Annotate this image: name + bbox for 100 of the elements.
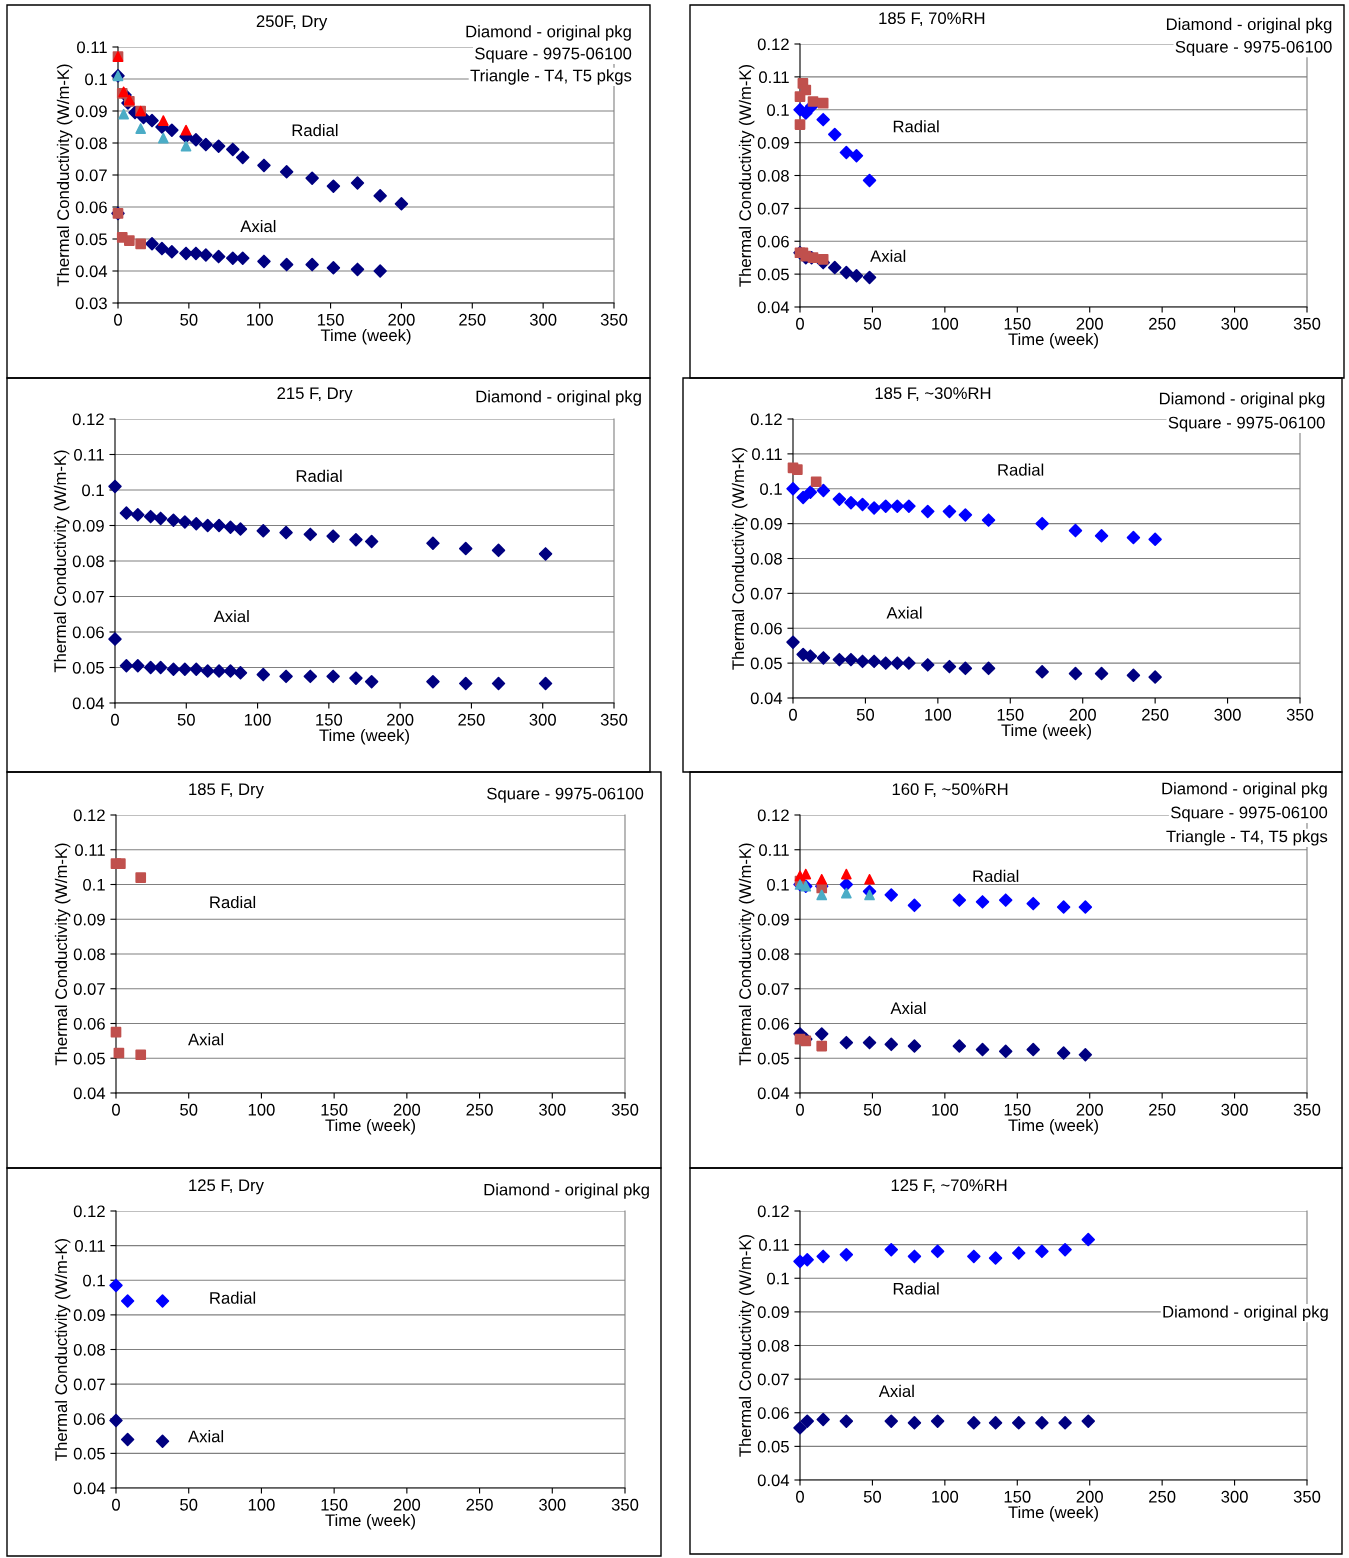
y-tick-label: 0.07 xyxy=(72,590,104,603)
y-tick-label: 0.04 xyxy=(757,1474,790,1487)
x-tick-label: 100 xyxy=(932,1490,959,1503)
x-tick-label: 50 xyxy=(180,313,198,326)
y-tick-label: 0.08 xyxy=(73,1343,105,1356)
x-tick-label: 200 xyxy=(1069,708,1096,721)
y-tick-label: 0.08 xyxy=(757,948,789,961)
x-tick-label: 250 xyxy=(1149,317,1176,330)
annotation: Axial xyxy=(213,610,249,623)
y-axis-title: Thermal Conductivity (W/m-K) xyxy=(738,843,755,1066)
chart-title: 160 F, ~50%RH xyxy=(892,783,1008,798)
text: Diamond - original pkg xyxy=(466,25,631,41)
x-tick-label: 100 xyxy=(248,1498,275,1511)
text: Square - 9975-06100 xyxy=(487,787,644,803)
x-axis-title: Time (week) xyxy=(325,1118,415,1135)
y-tick-label: 0.06 xyxy=(757,235,789,248)
annotation: Triangle - T4, T5 pkgs xyxy=(470,69,632,85)
y-tick-label: 0.04 xyxy=(73,1482,106,1495)
y-tick-label: 0.05 xyxy=(73,1052,105,1065)
annotation: Triangle - T4, T5 pkgs xyxy=(1166,830,1328,846)
y-tick-label: 0.04 xyxy=(757,1087,790,1100)
x-tick-label: 100 xyxy=(932,1103,959,1116)
x-tick-label: 100 xyxy=(244,713,271,726)
annotation: Diamond - original pkg xyxy=(1163,1305,1328,1321)
y-tick-label: 0.1 xyxy=(85,73,107,86)
y-tick-label: 0.07 xyxy=(757,202,789,215)
y-axis-title: Thermal Conductivity (W/m-K) xyxy=(738,1234,755,1457)
x-tick-label: 50 xyxy=(180,1103,198,1116)
y-tick-label: 0.12 xyxy=(757,809,789,822)
y-axis-title: Thermal Conductivity (W/m-K) xyxy=(54,843,71,1066)
annotation: Radial xyxy=(292,123,338,137)
y-tick-label: 0.04 xyxy=(750,692,783,705)
y-tick-label: 0.12 xyxy=(73,809,105,822)
annotation: Axial xyxy=(890,1001,926,1015)
chart-title: 250F, Dry xyxy=(256,15,328,31)
y-tick-label: 0.08 xyxy=(757,1339,789,1352)
x-tick-label: 350 xyxy=(611,1103,639,1116)
x-tick-label: 350 xyxy=(611,1498,639,1511)
x-tick-label: 150 xyxy=(1004,1103,1031,1116)
x-tick-label: 350 xyxy=(1293,1103,1321,1116)
x-axis-title: Time (week) xyxy=(325,1513,415,1530)
x-tick-label: 0 xyxy=(112,1103,120,1116)
annotation: Square - 9975-06100 xyxy=(1175,40,1332,56)
annotation: Axial xyxy=(188,1430,224,1443)
y-tick-label: 0.11 xyxy=(759,844,789,856)
x-tick-label: 0 xyxy=(789,708,797,721)
x-tick-label: 300 xyxy=(529,713,556,726)
y-tick-label: 0.11 xyxy=(759,71,789,84)
y-tick-label: 0.07 xyxy=(750,587,782,600)
y-tick-label: 0.11 xyxy=(75,844,105,856)
x-tick-label: 350 xyxy=(1293,317,1321,330)
y-tick-label: 0.03 xyxy=(75,297,107,310)
y-tick-label: 0.06 xyxy=(73,1017,105,1030)
x-tick-label: 150 xyxy=(317,313,344,326)
y-tick-label: 0.11 xyxy=(759,1239,789,1251)
x-tick-label: 150 xyxy=(1004,317,1031,330)
x-tick-label: 150 xyxy=(321,1103,348,1116)
x-tick-label: 300 xyxy=(1221,1103,1248,1116)
x-tick-label: 300 xyxy=(539,1103,566,1116)
y-tick-label: 0.12 xyxy=(73,1205,105,1218)
x-tick-label: 350 xyxy=(1293,1490,1321,1503)
x-tick-label: 250 xyxy=(1149,1490,1176,1503)
x-tick-label: 200 xyxy=(393,1103,421,1116)
x-tick-label: 200 xyxy=(388,313,415,326)
y-tick-label: 0.06 xyxy=(757,1017,789,1030)
annotation: Axial xyxy=(878,1384,914,1398)
chart-title: 185 F, Dry xyxy=(189,783,264,799)
x-tick-label: 200 xyxy=(393,1498,421,1511)
x-tick-label: 50 xyxy=(863,1103,882,1116)
annotation: Square - 9975-06100 xyxy=(475,47,632,63)
y-tick-label: 0.12 xyxy=(757,38,789,51)
y-tick-label: 0.11 xyxy=(74,448,104,461)
x-tick-label: 300 xyxy=(1221,1490,1248,1503)
annotation: Radial xyxy=(210,895,256,909)
y-tick-label: 0.1 xyxy=(767,1272,789,1285)
x-tick-label: 50 xyxy=(856,708,875,721)
annotation: Square - 9975-06100 xyxy=(1168,416,1325,432)
x-tick-label: 300 xyxy=(1221,317,1248,330)
y-tick-label: 0.1 xyxy=(83,878,105,891)
annotation: Radial xyxy=(893,1282,939,1295)
chart-title: 125 F, ~70%RH xyxy=(891,1179,1007,1194)
y-tick-label: 0.06 xyxy=(750,622,782,635)
y-tick-label: 0.08 xyxy=(72,555,104,568)
annotation: Radial xyxy=(893,120,939,133)
x-tick-label: 350 xyxy=(600,713,628,726)
y-tick-label: 0.09 xyxy=(757,913,789,926)
y-tick-label: 0.09 xyxy=(73,913,105,926)
x-tick-label: 200 xyxy=(1076,1490,1103,1503)
annotation: Radial xyxy=(296,469,342,482)
y-tick-label: 0.12 xyxy=(750,413,782,426)
y-tick-label: 0.04 xyxy=(75,265,108,278)
y-tick-label: 0.11 xyxy=(75,1240,105,1252)
x-axis-title: Time (week) xyxy=(1001,723,1091,740)
chart-title: 185 F, 70%RH xyxy=(879,12,985,27)
x-tick-label: 150 xyxy=(997,708,1024,721)
x-tick-label: 350 xyxy=(600,313,628,326)
annotation: Radial xyxy=(973,869,1019,883)
x-tick-label: 300 xyxy=(539,1498,566,1511)
annotation: Square - 9975-06100 xyxy=(1171,806,1328,822)
x-tick-label: 0 xyxy=(796,1103,804,1116)
